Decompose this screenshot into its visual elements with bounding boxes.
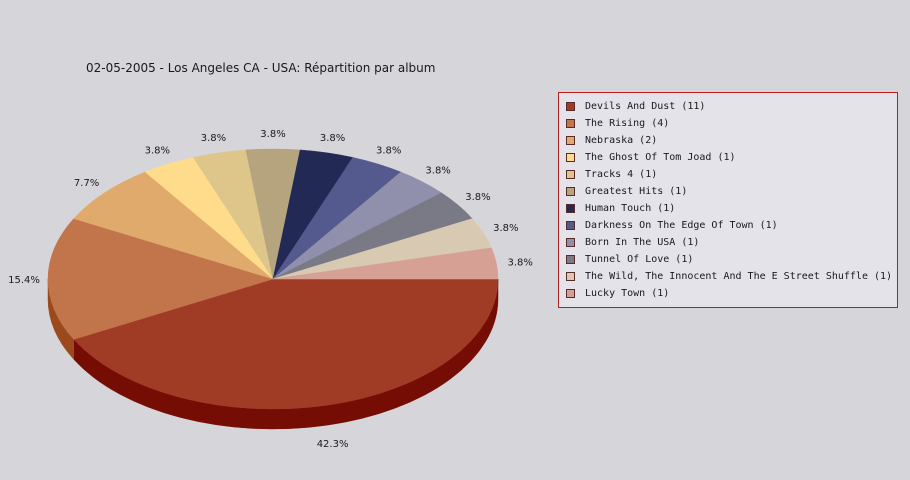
legend-label: Tunnel Of Love (1) [585, 254, 694, 265]
pie-slice [47, 218, 274, 340]
legend-swatch [566, 136, 575, 145]
legend-swatch [566, 289, 575, 298]
legend-item: Human Touch (1) [566, 200, 897, 217]
legend-item: The Rising (4) [566, 115, 897, 132]
pie-percent-label: 3.8% [465, 192, 490, 203]
legend-label: Human Touch (1) [585, 203, 676, 214]
pie-slice [73, 278, 499, 410]
legend-item: Darkness On The Edge Of Town (1) [566, 217, 897, 234]
pie-percent-label: 3.8% [320, 133, 345, 144]
pie-percent-label: 15.4% [8, 275, 40, 286]
legend-item: Greatest Hits (1) [566, 183, 897, 200]
pie-percent-label: 7.7% [74, 178, 99, 189]
legend-label: Darkness On The Edge Of Town (1) [585, 220, 778, 231]
chart-title: 02-05-2005 - Los Angeles CA - USA: Répar… [86, 61, 436, 75]
pie-percent-label: 3.8% [507, 257, 532, 268]
legend-label: Lucky Town (1) [585, 288, 670, 299]
legend-label: Greatest Hits (1) [585, 186, 688, 197]
legend-label: The Ghost Of Tom Joad (1) [585, 152, 736, 163]
legend-label: The Wild, The Innocent And The E Street … [585, 271, 893, 282]
pie-slice [73, 171, 274, 280]
legend-item: Devils And Dust (11) [566, 98, 897, 115]
legend-label: Born In The USA (1) [585, 237, 700, 248]
pie-percent-label: 3.8% [376, 146, 401, 157]
legend-swatch [566, 102, 575, 111]
pie-percent-label: 3.8% [260, 129, 285, 140]
legend-label: Nebraska (2) [585, 135, 658, 146]
legend-item: The Wild, The Innocent And The E Street … [566, 268, 897, 285]
legend-swatch [566, 204, 575, 213]
legend-swatch [566, 187, 575, 196]
legend-item: Nebraska (2) [566, 132, 897, 149]
legend-swatch [566, 153, 575, 162]
legend-label: Devils And Dust (11) [585, 101, 706, 112]
pie-slice [272, 247, 499, 280]
pie-percent-label: 3.8% [145, 146, 170, 157]
legend-swatch [566, 238, 575, 247]
pie-percent-label: 3.8% [493, 223, 518, 234]
pie-percent-label: 42.3% [317, 439, 349, 450]
legend-swatch [566, 119, 575, 128]
chart-legend: Devils And Dust (11) The Rising (4) Nebras… [558, 92, 898, 308]
pie-percent-label: 3.8% [201, 133, 226, 144]
legend-label: Tracks 4 (1) [585, 169, 658, 180]
legend-swatch [566, 170, 575, 179]
legend-swatch [566, 255, 575, 264]
legend-item: Lucky Town (1) [566, 285, 897, 302]
legend-label: The Rising (4) [585, 118, 670, 129]
legend-item: Tracks 4 (1) [566, 166, 897, 183]
legend-item: Tunnel Of Love (1) [566, 251, 897, 268]
pie-percent-label: 3.8% [425, 166, 450, 177]
legend-swatch [566, 221, 575, 230]
legend-item: Born In The USA (1) [566, 234, 897, 251]
legend-item: The Ghost Of Tom Joad (1) [566, 149, 897, 166]
legend-swatch [566, 272, 575, 281]
